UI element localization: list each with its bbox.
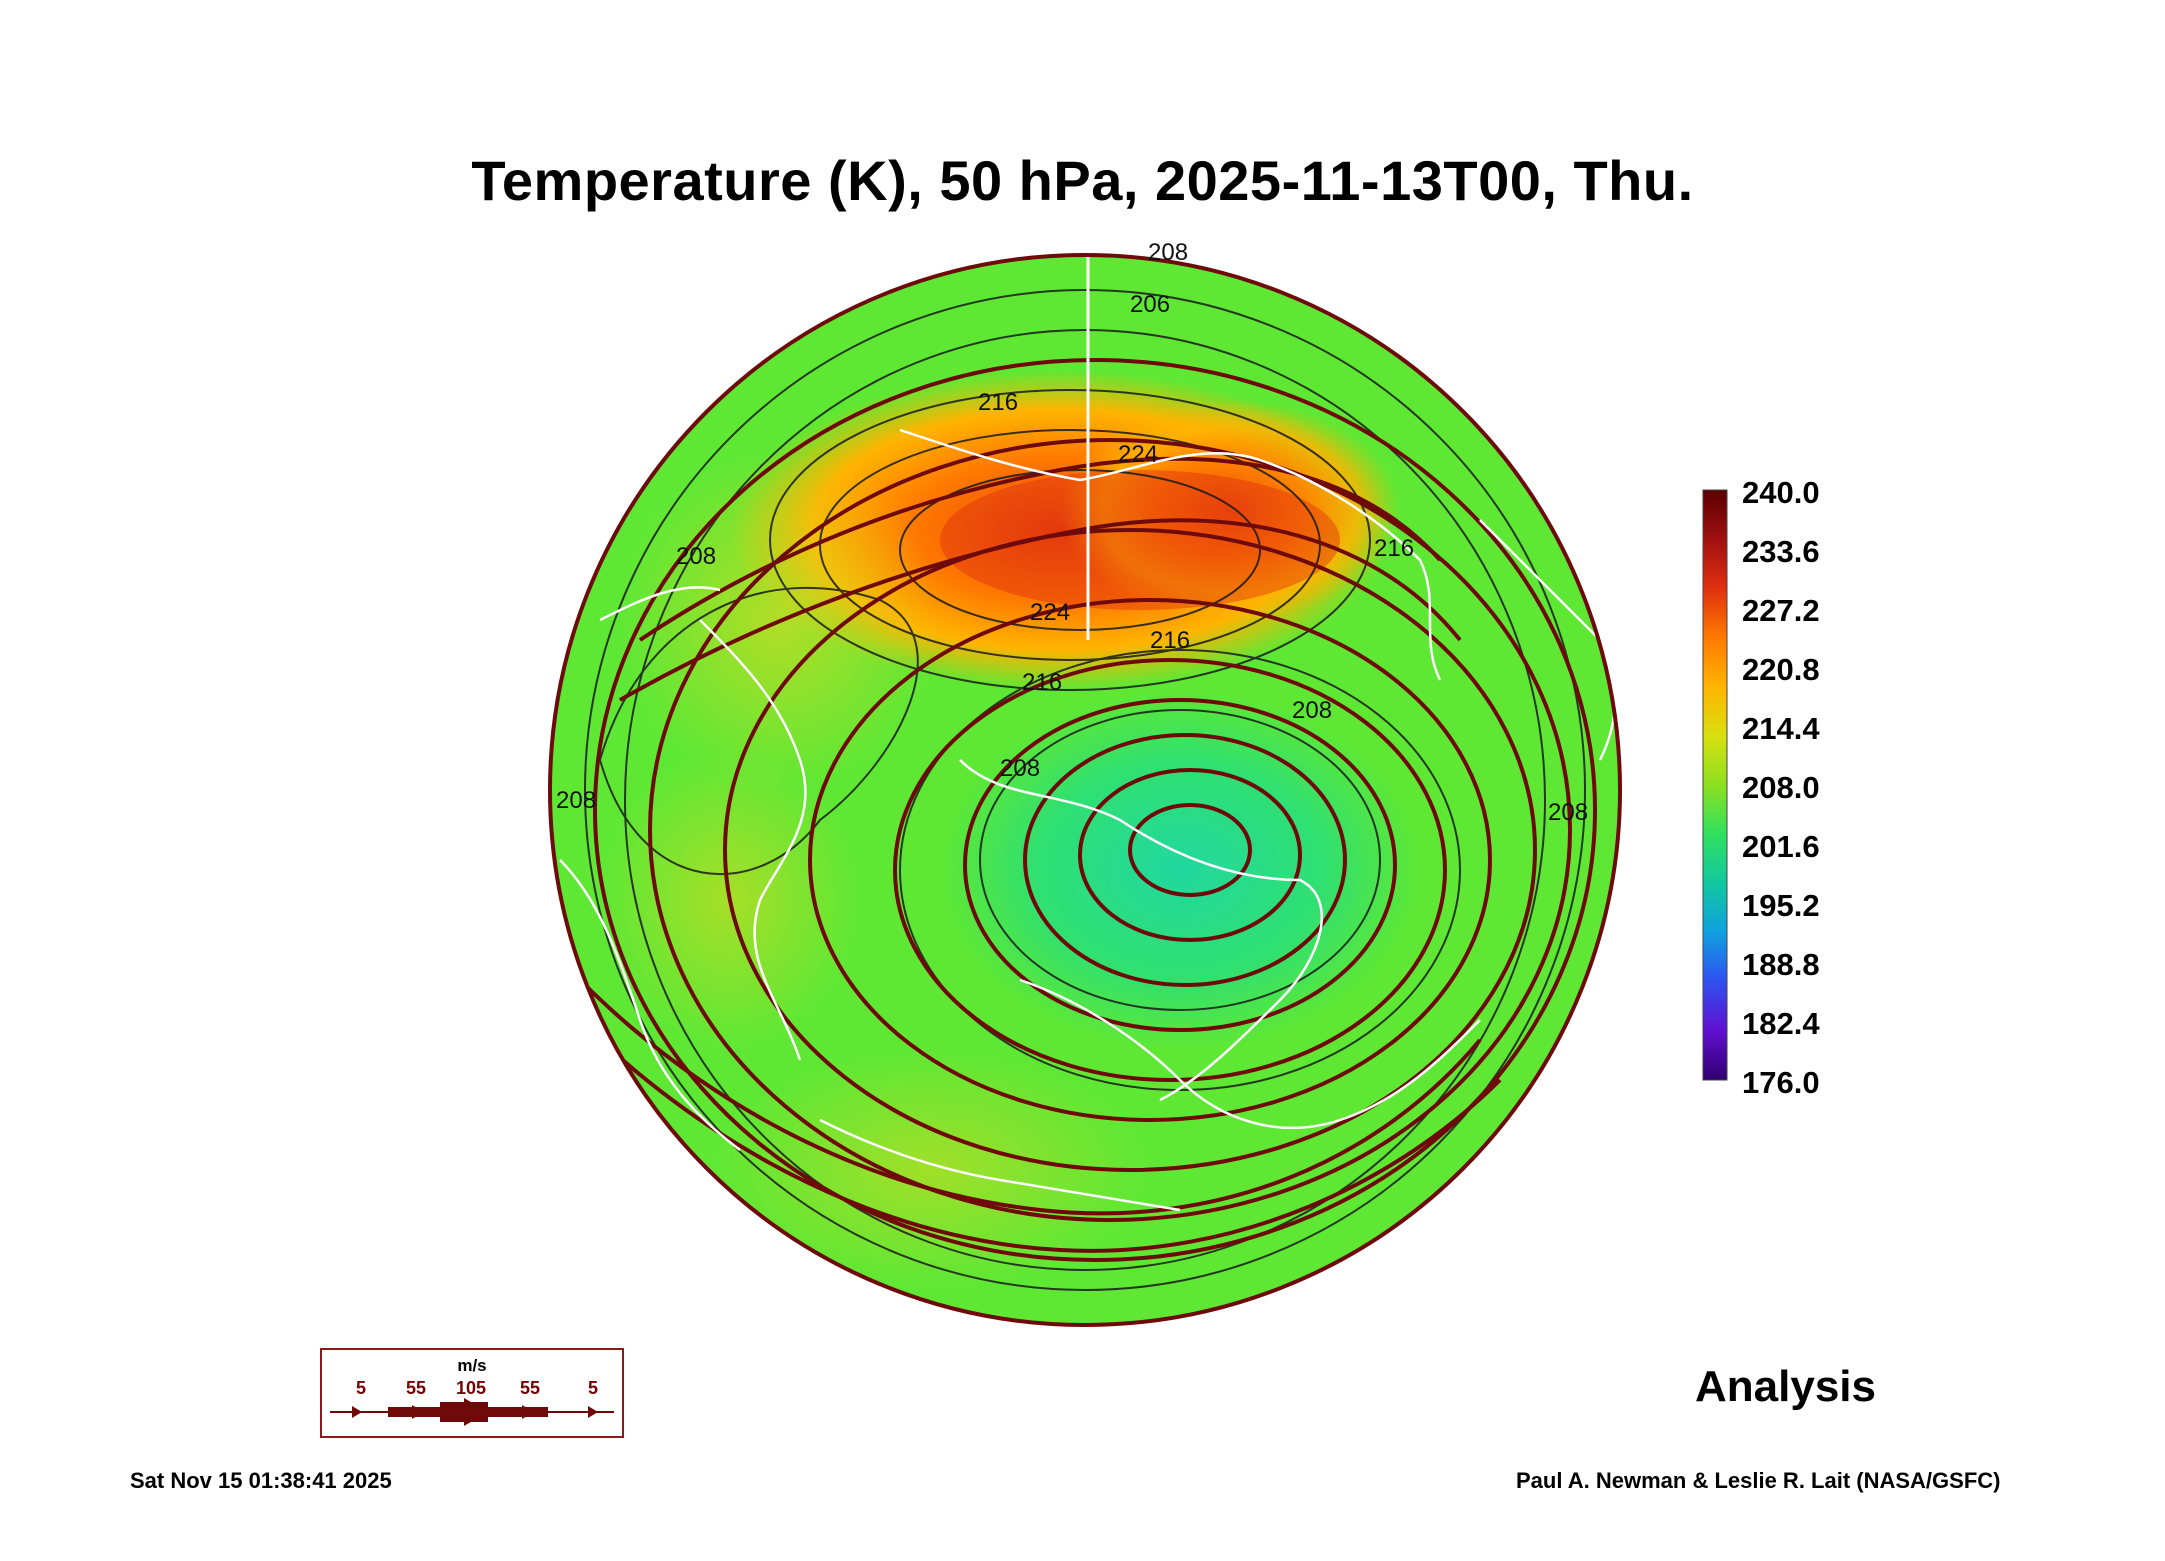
colorbar-label: 176.0 [1742,1065,1820,1100]
colorbar [1702,489,1728,1081]
contour-label: 208 [676,543,716,570]
wind-vector-legend: m/s 5 55 105 55 5 [320,1348,624,1438]
contour-label: 208 [1000,755,1040,782]
colorbar-label: 182.4 [1742,1006,1820,1041]
contour-label: 206 [1130,291,1170,318]
vector-label: 5 [356,1378,367,1398]
contour-label: 208 [1148,239,1188,266]
colorbar-label: 214.4 [1742,711,1820,746]
map-border [548,253,1622,1327]
temperature-field [559,255,1617,1291]
contour-label: 208 [556,787,596,814]
vector-unit: m/s [457,1356,487,1375]
coastlines [559,428,1617,1212]
colorbar-label: 188.8 [1742,947,1820,982]
colorbar-label: 240.0 [1742,475,1820,510]
colorbar-label: 195.2 [1742,888,1820,923]
credit-text: Paul A. Newman & Leslie R. Lait (NASA/GS… [1516,1468,2001,1493]
contour-label: 208 [1292,697,1332,724]
colorbar-label: 201.6 [1742,829,1820,864]
colorbar-label: 220.8 [1742,652,1820,687]
contour-label: 224 [1030,599,1070,626]
contour-label: 216 [978,389,1018,416]
analysis-label: Analysis [1695,1362,1876,1411]
vector-label: 55 [406,1378,427,1398]
vector-label: 5 [588,1378,599,1398]
temperature-contours [584,289,1586,1291]
contour-label: 224 [1118,441,1158,468]
contour-label: 208 [1548,799,1588,826]
colorbar-label: 227.2 [1742,593,1820,628]
vector-arrows [330,1398,614,1426]
vector-label: 105 [456,1378,487,1398]
timestamp: Sat Nov 15 01:38:41 2025 [130,1468,392,1493]
page-title: Temperature (K), 50 hPa, 2025-11-13T00, … [471,149,1694,212]
contour-label: 216 [1374,535,1414,562]
colorbar-label: 233.6 [1742,534,1820,569]
contour-label: 216 [1022,669,1062,696]
colorbar-label: 208.0 [1742,770,1820,805]
contour-label: 216 [1150,627,1190,654]
vector-label: 55 [520,1378,541,1398]
contour-label-group: 208 206 216 224 224 216 216 208 208 208 … [556,239,1588,826]
wind-streamlines [578,358,1597,1262]
